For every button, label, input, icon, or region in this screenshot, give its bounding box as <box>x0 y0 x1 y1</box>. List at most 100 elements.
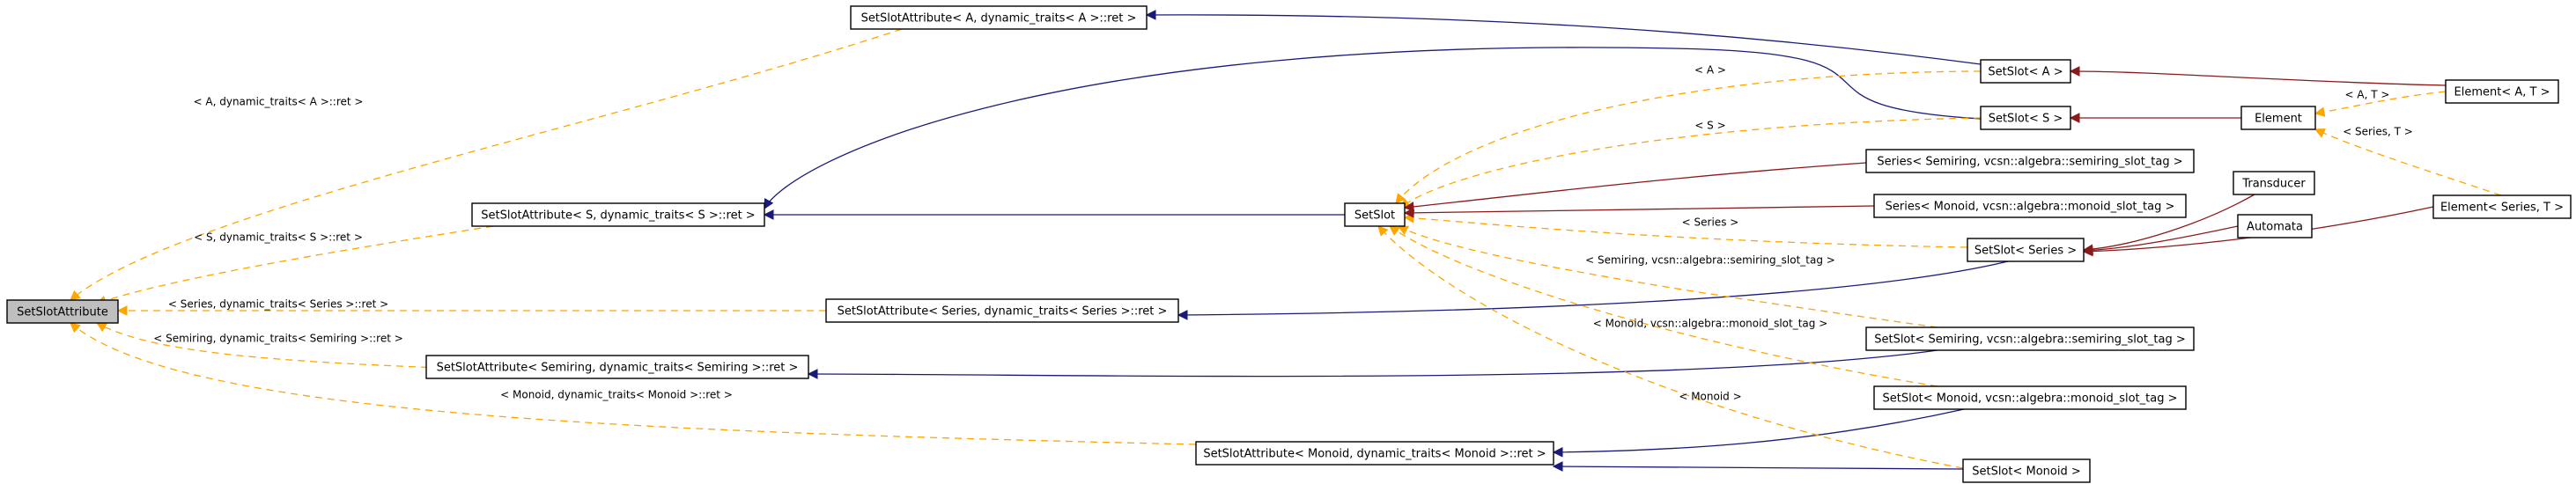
node-box <box>1344 202 1406 227</box>
node-label: SetSlotAttribute< A, dynamic_traits< A >… <box>861 12 1137 26</box>
edge-attr-S-to-root <box>95 225 494 305</box>
class-node-series-semiring[interactable]: Series< Semiring, vcsn::algebra::semirin… <box>1865 149 2195 173</box>
node-box <box>2432 194 2572 219</box>
node-label: Automata <box>2247 221 2303 234</box>
node-label: SetSlot< Series > <box>1974 245 2077 258</box>
edge-line <box>2082 194 2255 255</box>
class-node-attr-S[interactable]: SetSlotAttribute< S, dynamic_traits< S >… <box>471 202 765 227</box>
edge-line <box>2082 225 2239 256</box>
class-node-element-SeriesT[interactable]: Element< Series, T > <box>2432 194 2572 219</box>
edge-setslot-S-to-attr-S <box>764 47 1982 210</box>
edge-line <box>95 225 494 305</box>
edge-line <box>2082 206 2434 257</box>
class-node-setslot-Monoid[interactable]: SetSlot< Monoid > <box>1962 458 2091 483</box>
node-box <box>1980 59 2071 84</box>
edge-setslot-Series-to-attr-Series <box>1177 260 2009 320</box>
edge-label: < Monoid, dynamic_traits< Monoid >::ret … <box>500 389 733 401</box>
node-box <box>825 298 1179 323</box>
edge-attr-Monoid-to-root <box>70 322 1197 445</box>
edge-line <box>1395 70 1982 204</box>
node-label: Transducer <box>2241 178 2306 191</box>
edge-line <box>70 28 903 301</box>
edge-element-AT-to-setslot-A <box>2069 66 2447 86</box>
edge-line <box>1397 225 1938 328</box>
edge-element-AT-to-element <box>2314 91 2447 117</box>
node-label: SetSlot< Monoid, vcsn::algebra::monoid_s… <box>1883 392 2178 406</box>
class-node-series-monoid[interactable]: Series< Monoid, vcsn::algebra::monoid_sl… <box>1873 194 2187 218</box>
node-box <box>1967 238 2085 262</box>
class-node-transducer[interactable]: Transducer <box>2233 171 2315 195</box>
class-node-element-AT[interactable]: Element< A, T > <box>2445 79 2559 104</box>
node-box <box>1873 194 2187 218</box>
edge-line <box>807 349 1938 379</box>
class-node-setslot-Monoid-tag[interactable]: SetSlot< Monoid, vcsn::algebra::monoid_s… <box>1873 385 2187 410</box>
edge-label: < Series, T > <box>2343 126 2413 138</box>
edge-element-SeriesT-to-element <box>2314 128 2502 196</box>
class-node-automata[interactable]: Automata <box>2237 214 2313 238</box>
edge-series-semiring-to-setslot <box>1403 162 1867 212</box>
edge-line <box>1145 10 1982 65</box>
class-node-element[interactable]: Element <box>2240 106 2316 130</box>
node-box <box>1962 458 2091 483</box>
class-node-attr-Semiring[interactable]: SetSlotAttribute< Semiring, dynamic_trai… <box>425 355 809 379</box>
edge-line <box>1552 408 1965 458</box>
edge-line <box>1403 212 1968 248</box>
edge-label: < Semiring, vcsn::algebra::semiring_slot… <box>1585 254 1835 267</box>
edge-setslot-A-to-attr-A <box>1145 10 1982 65</box>
edge-label: < Series > <box>1682 216 1739 229</box>
node-box <box>425 355 809 379</box>
edge-label: < S > <box>1694 120 1725 132</box>
edge-label: < A > <box>1694 64 1726 77</box>
edge-line <box>2314 91 2447 117</box>
class-node-root[interactable]: SetSlotAttribute <box>6 299 119 324</box>
edge-label: < Series, dynamic_traits< Series >::ret … <box>168 298 388 311</box>
edge-label: < Monoid, vcsn::algebra::monoid_slot_tag… <box>1593 318 1828 330</box>
node-box <box>2237 214 2313 238</box>
nodes-layer: SetSlotAttribute SetSlotAttribute< A, dyn… <box>6 5 2572 483</box>
edge-setslot-Semiring-tag-to-setslot <box>1397 225 1938 328</box>
class-node-setslot-S[interactable]: SetSlot< S > <box>1980 106 2071 130</box>
edge-setslot-A-to-setslot <box>1395 70 1982 204</box>
node-label: Series< Semiring, vcsn::algebra::semirin… <box>1877 156 2182 169</box>
class-node-setslot-Series[interactable]: SetSlot< Series > <box>1967 238 2085 262</box>
edge-line <box>1399 117 1982 209</box>
node-label: SetSlot< A > <box>1988 66 2063 79</box>
class-node-setslot-A[interactable]: SetSlot< A > <box>1980 59 2071 84</box>
edge-setslot-Semiring-tag-to-attr-Semiring <box>807 349 1938 379</box>
edge-setslot-Monoid-tag-to-setslot <box>1389 225 1938 387</box>
class-node-setslot[interactable]: SetSlot <box>1344 202 1406 227</box>
class-node-attr-A[interactable]: SetSlotAttribute< A, dynamic_traits< A >… <box>850 5 1148 30</box>
edge-transducer-to-setslot-Series <box>2082 194 2255 255</box>
node-label: Element <box>2255 113 2302 126</box>
node-box <box>2445 79 2559 104</box>
edge-line <box>2314 128 2502 196</box>
edge-label: < A, dynamic_traits< A >::ret > <box>194 96 364 108</box>
node-label: Element< Series, T > <box>2440 202 2564 215</box>
edge-line <box>1403 162 1867 212</box>
edge-line <box>1389 225 1938 387</box>
node-label: SetSlot< Semiring, vcsn::algebra::semiri… <box>1874 334 2186 347</box>
class-node-setslot-Semiring-tag[interactable]: SetSlot< Semiring, vcsn::algebra::semiri… <box>1865 326 2195 351</box>
edge-label: < Semiring, dynamic_traits< Semiring >::… <box>153 333 403 345</box>
edge-line <box>1177 260 2009 320</box>
edge-label: < S, dynamic_traits< S >::ret > <box>194 231 363 244</box>
edge-line <box>95 322 441 369</box>
edge-element-SeriesT-to-setslot-Series <box>2082 206 2434 257</box>
class-node-attr-Monoid[interactable]: SetSlotAttribute< Monoid, dynamic_traits… <box>1195 441 1554 466</box>
node-label: SetSlotAttribute< Semiring, dynamic_trai… <box>437 362 799 375</box>
edge-attr-Semiring-to-root <box>95 322 441 369</box>
node-label: SetSlotAttribute< Series, dynamic_traits… <box>838 305 1168 319</box>
edges-layer <box>70 10 2502 472</box>
node-label: Element< A, T > <box>2454 86 2550 99</box>
edge-series-monoid-to-setslot <box>1403 205 1875 218</box>
edge-line <box>70 322 1197 445</box>
edge-line <box>1377 225 1964 469</box>
edge-setslot-Monoid-tag-to-attr-Monoid <box>1552 408 1965 458</box>
class-node-attr-Series[interactable]: SetSlotAttribute< Series, dynamic_traits… <box>825 298 1179 323</box>
edge-line <box>2069 66 2447 86</box>
node-box <box>471 202 765 227</box>
node-label: SetSlot< S > <box>1989 113 2063 126</box>
edge-setslot-Series-to-setslot <box>1403 212 1968 248</box>
edge-setslot-S-to-setslot <box>1399 117 1982 209</box>
